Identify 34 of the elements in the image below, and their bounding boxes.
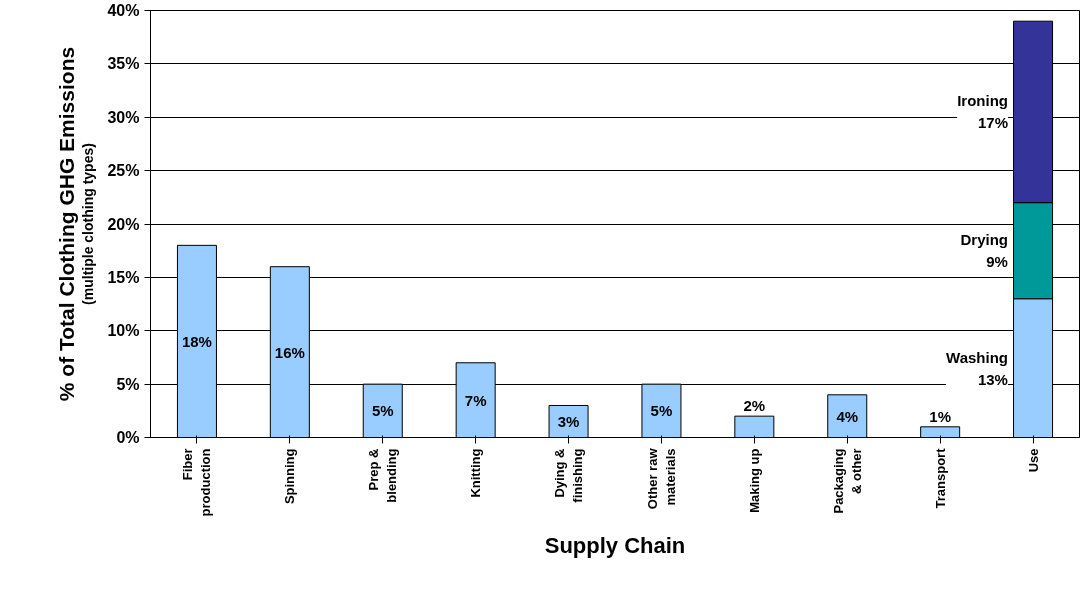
x-tick-label: Dying & finishing — [552, 448, 586, 503]
y-tick-label: 5% — [116, 375, 140, 393]
data-label: 18% — [181, 332, 212, 350]
y-tick-label: 20% — [107, 215, 140, 233]
x-tick-label: Knitting — [468, 448, 484, 498]
y-axis-title: % of Total Clothing GHG Emissions — [54, 46, 78, 402]
annotation: Drying 9% — [960, 231, 1008, 271]
annotation: Ironing 17% — [957, 92, 1008, 132]
x-tick-label: Fiber production — [180, 448, 214, 517]
data-label: 16% — [274, 343, 305, 361]
y-tick-label: 40% — [107, 2, 140, 19]
x-tick-label: Transport — [932, 447, 948, 509]
y-tick-label: 10% — [107, 322, 140, 340]
data-label: 7% — [464, 391, 487, 409]
x-tick-label: Other raw materials — [644, 447, 678, 510]
data-label: 2% — [743, 397, 766, 415]
annotation: Washing 13% — [946, 348, 1008, 388]
data-label: 4% — [836, 407, 859, 425]
text: (multiple clothing types) — [80, 143, 97, 305]
x-tick-label: Use — [1025, 448, 1041, 473]
y-tick-label: 35% — [107, 55, 140, 73]
y-tick-label: 0% — [116, 429, 140, 446]
y-tick-label: 30% — [107, 108, 140, 126]
x-tick-label: Making up — [746, 448, 762, 513]
y-tick-label: 15% — [107, 268, 140, 286]
x-tick-label: Packaging & other — [830, 448, 864, 514]
y-tick-label: 25% — [107, 162, 140, 180]
x-axis-title: Supply Chain — [544, 533, 686, 559]
data-label: 3% — [557, 412, 580, 430]
x-tick-label: Prep & blending — [366, 448, 400, 503]
data-label: 1% — [929, 407, 951, 425]
data-label: 5% — [371, 402, 394, 420]
data-label: 5% — [650, 402, 673, 420]
x-tick-label: Spinning — [282, 448, 298, 505]
